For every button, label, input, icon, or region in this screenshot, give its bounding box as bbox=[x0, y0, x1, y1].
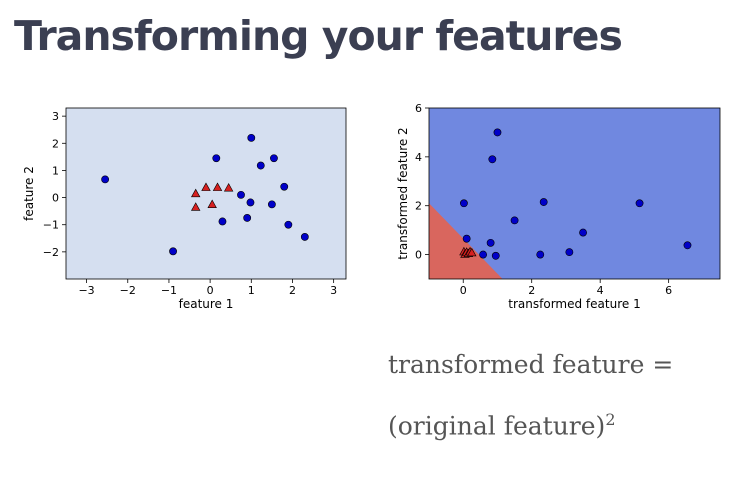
data-point-blue bbox=[300, 233, 309, 241]
data-point-blue bbox=[486, 238, 495, 247]
scatter-chart-transformed: 0 2 4 6 0 2 4 6 transformed feature 1 transformed… bbox=[396, 102, 721, 311]
x-tick-label: 0 bbox=[207, 284, 214, 297]
data-point-blue bbox=[212, 154, 221, 163]
x-tick-label: −3 bbox=[78, 284, 94, 297]
data-point-blue bbox=[169, 247, 177, 256]
plot-frame bbox=[65, 107, 347, 280]
data-point-red bbox=[201, 182, 211, 191]
data-point-blue bbox=[565, 248, 574, 257]
data-point-blue bbox=[280, 182, 289, 191]
plot-frame bbox=[428, 107, 721, 280]
slide-title: Transforming your features bbox=[14, 12, 623, 60]
data-point-red bbox=[190, 188, 201, 198]
x-axis-label: transformed feature 1 bbox=[508, 297, 640, 311]
x-tick-label: 4 bbox=[597, 284, 604, 297]
y-tick-label: 4 bbox=[415, 151, 422, 164]
x-tick-label: 2 bbox=[528, 284, 535, 297]
x-tick-label: 6 bbox=[665, 284, 672, 297]
y-tick-label: 1 bbox=[52, 164, 59, 177]
formula-line-1: transformed feature = bbox=[388, 350, 674, 379]
y-tick-label: −2 bbox=[43, 246, 59, 259]
data-point-blue bbox=[284, 220, 293, 229]
y-tick-label: 6 bbox=[415, 102, 422, 115]
x-tick-label: 2 bbox=[289, 284, 296, 297]
data-point-blue bbox=[237, 190, 245, 199]
data-point-blue bbox=[101, 175, 110, 184]
x-axis-label: feature 1 bbox=[179, 297, 234, 311]
data-point-blue bbox=[267, 200, 276, 209]
data-point-blue bbox=[460, 199, 468, 208]
formula-line-2: (original feature)2 bbox=[388, 410, 616, 440]
data-point-blue bbox=[579, 228, 587, 237]
data-point-blue bbox=[243, 214, 252, 222]
formula-base: (original feature) bbox=[388, 411, 606, 441]
data-point-blue bbox=[246, 198, 255, 207]
y-tick-label: 3 bbox=[52, 110, 59, 123]
x-tick-label: −1 bbox=[161, 284, 177, 297]
x-tick-label: 0 bbox=[460, 284, 467, 297]
data-point-blue bbox=[479, 250, 487, 259]
data-point-red bbox=[467, 247, 477, 257]
data-point-blue bbox=[270, 154, 278, 163]
x-tick-label: −2 bbox=[120, 284, 136, 297]
plot-background bbox=[66, 108, 346, 279]
plot-background bbox=[429, 108, 720, 279]
data-point-red bbox=[212, 182, 223, 191]
data-point-blue bbox=[683, 241, 692, 250]
y-tick-label: 2 bbox=[415, 200, 422, 213]
x-tick-label: 1 bbox=[248, 284, 255, 297]
data-point-red bbox=[207, 199, 217, 209]
y-axis-label: transformed feature 2 bbox=[396, 127, 410, 259]
data-point-blue bbox=[218, 217, 227, 226]
x-tick-label: 3 bbox=[330, 284, 337, 297]
data-point-blue bbox=[247, 133, 256, 142]
data-point-blue bbox=[635, 199, 644, 208]
data-point-blue bbox=[256, 161, 265, 170]
y-tick-label: 2 bbox=[52, 137, 59, 150]
y-axis-label: feature 2 bbox=[22, 166, 36, 221]
data-point-blue bbox=[539, 198, 548, 206]
formula-exponent: 2 bbox=[605, 410, 616, 429]
data-point-blue bbox=[491, 251, 500, 260]
scatter-chart-original: −3 −2 −1 0 1 2 3 −2 −1 0 1 2 3 feature 1 feature 2 bbox=[22, 107, 347, 311]
data-point-blue bbox=[510, 216, 519, 225]
data-point-blue bbox=[462, 234, 471, 243]
y-tick-label: −1 bbox=[43, 219, 59, 232]
data-point-blue bbox=[536, 250, 545, 259]
y-tick-label: 0 bbox=[52, 192, 59, 205]
data-point-blue bbox=[488, 155, 497, 164]
data-point-red bbox=[223, 182, 234, 192]
data-point-red bbox=[190, 202, 201, 211]
data-point-blue bbox=[493, 128, 502, 137]
y-tick-label: 0 bbox=[415, 249, 422, 262]
